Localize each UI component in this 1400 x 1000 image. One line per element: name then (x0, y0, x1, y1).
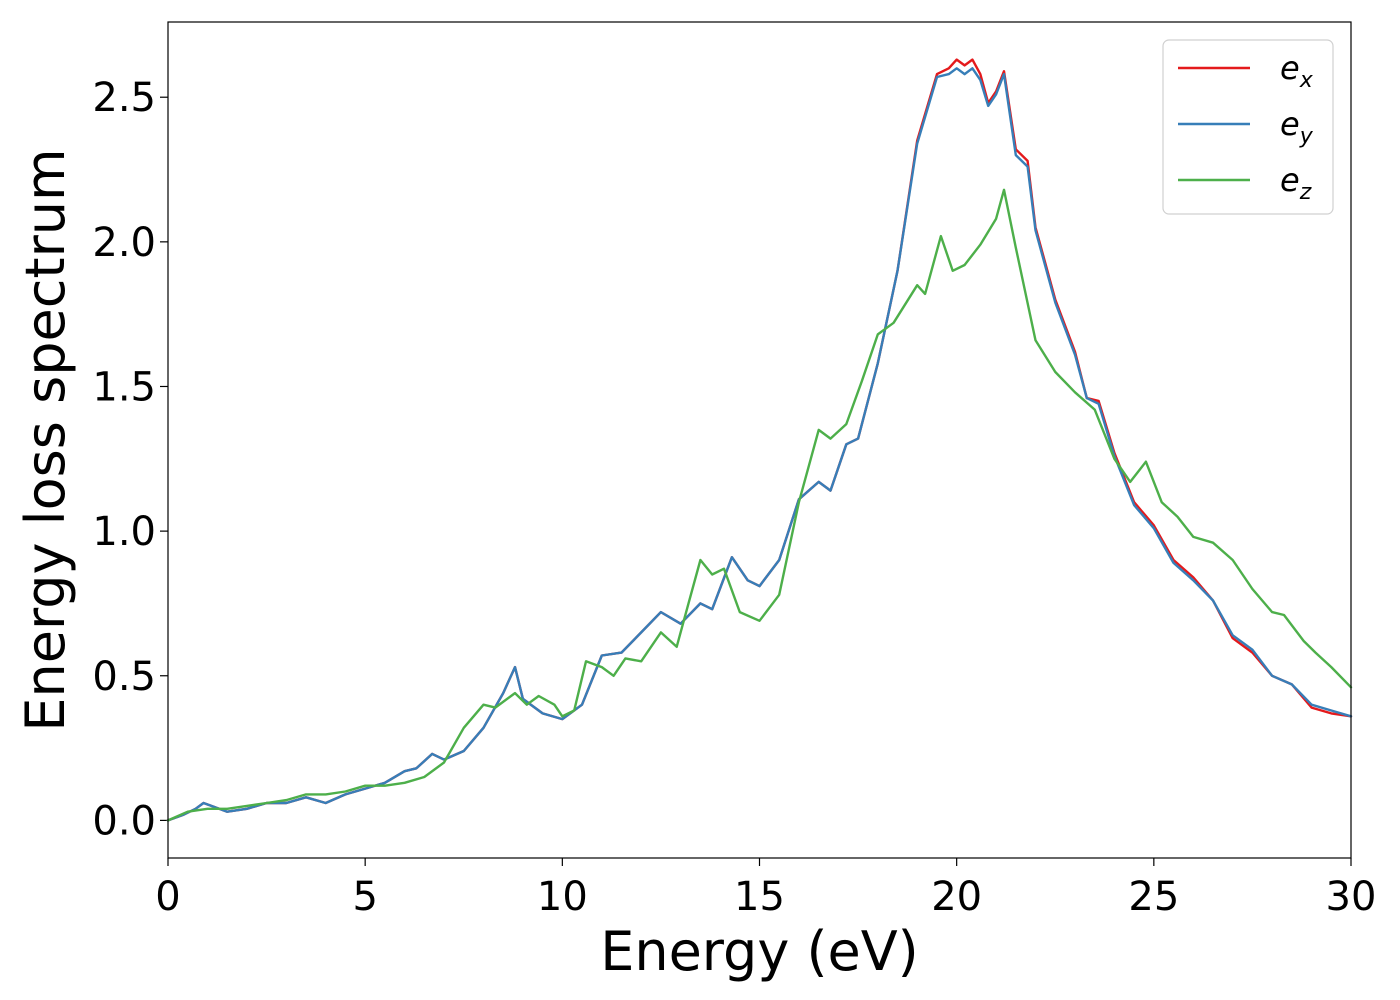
y-axis-title: Energy loss spectrum (14, 148, 77, 731)
legend-label-main: e (1280, 49, 1300, 87)
x-tick-label: 5 (352, 874, 377, 920)
y-tick-label: 1.5 (92, 364, 156, 410)
plot-frame (167, 21, 1352, 859)
y-tick-label: 0.0 (92, 798, 156, 844)
x-tick-label: 20 (931, 874, 982, 920)
legend-label-sub: x (1299, 68, 1314, 93)
legend-label-main: e (1280, 161, 1300, 199)
ticks-layer: 0 5 10 15 20 25 30 0.0 0.5 1.0 1.5 2.0 2.5 (92, 75, 1376, 920)
legend-label-e_x: ex (1280, 49, 1314, 93)
legend-box (1162, 39, 1334, 215)
series-line-e_z (166, 188, 1353, 822)
y-tick-label: 2.0 (92, 220, 156, 266)
x-axis-title: Energy (eV) (600, 920, 919, 983)
x-tick-label: 30 (1326, 874, 1377, 920)
x-tick-label: 10 (537, 874, 588, 920)
series-line-e_y (166, 67, 1353, 822)
x-tick-label: 0 (155, 874, 180, 920)
y-tick-label: 2.5 (92, 75, 156, 121)
series-layer (166, 58, 1353, 822)
y-tick-label: 1.0 (92, 509, 156, 555)
legend-label-e_y: ey (1280, 105, 1314, 149)
legend-label-main: e (1280, 105, 1300, 143)
legend-label-sub: y (1299, 124, 1314, 149)
legend-label-sub: z (1299, 180, 1312, 205)
x-tick-label: 15 (734, 874, 785, 920)
x-tick-label: 25 (1128, 874, 1179, 920)
y-tick-label: 0.5 (92, 654, 156, 700)
legend-label-e_z: ez (1280, 161, 1312, 205)
